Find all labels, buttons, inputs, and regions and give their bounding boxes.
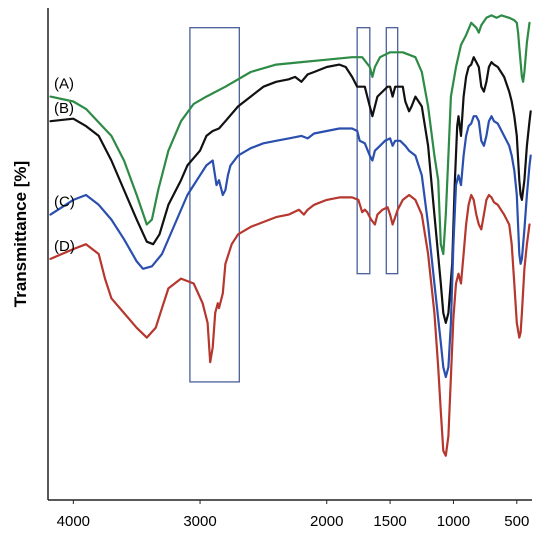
series-line-c [49, 115, 532, 379]
x-ticks: 4000 3000 2000 1500 1000 500 [57, 500, 529, 530]
series-line-d [49, 193, 531, 457]
series-line-a [49, 14, 531, 256]
x-tick-label: 500 [504, 513, 529, 530]
x-tick-label: 1500 [373, 513, 406, 530]
highlight-region-box [189, 27, 240, 383]
series-label-c: (C) [54, 194, 75, 211]
x-tick-label: 4000 [57, 513, 90, 530]
series-label-a: (A) [54, 76, 74, 93]
y-axis-title: Transmittance [%] [11, 161, 30, 307]
highlight-region-box [385, 27, 399, 275]
highlight-regions [189, 27, 399, 383]
x-tick-label: 1000 [437, 513, 470, 530]
x-tick-label: 3000 [183, 513, 216, 530]
series-line-b [49, 56, 532, 324]
series-labels: (A) (B) (C) (D) [54, 76, 75, 255]
x-tick-label: 2000 [310, 513, 343, 530]
highlight-region-box [356, 27, 371, 275]
series-label-b: (B) [54, 100, 74, 117]
series-label-d: (D) [54, 238, 75, 255]
spectra-series [49, 14, 532, 457]
